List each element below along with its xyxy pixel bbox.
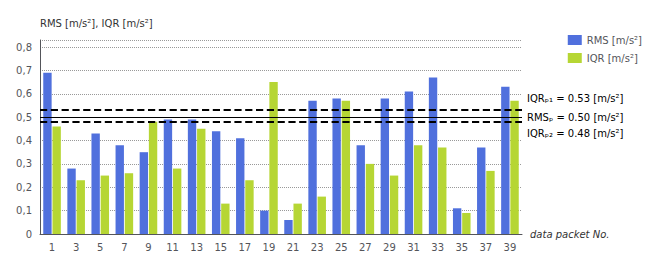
svg-text:17: 17 [238, 242, 251, 253]
svg-text:25: 25 [335, 242, 348, 253]
svg-text:IQRₚ₁ = 0.53 [m/s²]: IQRₚ₁ = 0.53 [m/s²] [527, 93, 623, 104]
svg-text:RMSₚ = 0.50 [m/s²]: RMSₚ = 0.50 [m/s²] [527, 112, 624, 123]
svg-text:0,4: 0,4 [16, 135, 32, 146]
svg-text:0,8: 0,8 [16, 42, 32, 53]
svg-text:23: 23 [311, 242, 324, 253]
svg-text:39: 39 [504, 242, 517, 253]
svg-text:27: 27 [359, 242, 372, 253]
svg-text:0,6: 0,6 [16, 88, 32, 99]
svg-text:RMS [m/s²], IQR [m/s²]: RMS [m/s²], IQR [m/s²] [40, 18, 153, 29]
svg-text:35: 35 [455, 242, 468, 253]
svg-text:1: 1 [49, 242, 55, 253]
svg-text:0,2: 0,2 [16, 182, 32, 193]
svg-text:3: 3 [73, 242, 79, 253]
svg-text:29: 29 [383, 242, 396, 253]
svg-text:0,3: 0,3 [16, 158, 32, 169]
svg-text:5: 5 [97, 242, 103, 253]
svg-text:9: 9 [145, 242, 151, 253]
svg-text:7: 7 [121, 242, 127, 253]
svg-text:31: 31 [407, 242, 420, 253]
svg-text:33: 33 [431, 242, 444, 253]
svg-text:IQRₚ₂ = 0.48 [m/s²]: IQRₚ₂ = 0.48 [m/s²] [527, 128, 623, 139]
svg-text:0,1: 0,1 [16, 205, 32, 216]
svg-text:0: 0 [26, 229, 32, 240]
svg-text:21: 21 [287, 242, 300, 253]
svg-text:0,5: 0,5 [16, 112, 32, 123]
svg-text:IQR [m/s²]: IQR [m/s²] [587, 53, 638, 64]
svg-text:data packet No.: data packet No. [530, 229, 610, 240]
svg-text:13: 13 [190, 242, 203, 253]
svg-text:RMS [m/s²]: RMS [m/s²] [587, 35, 642, 46]
svg-text:15: 15 [214, 242, 227, 253]
svg-text:11: 11 [166, 242, 179, 253]
svg-text:37: 37 [479, 242, 492, 253]
svg-text:0,7: 0,7 [16, 65, 32, 76]
svg-text:19: 19 [263, 242, 276, 253]
